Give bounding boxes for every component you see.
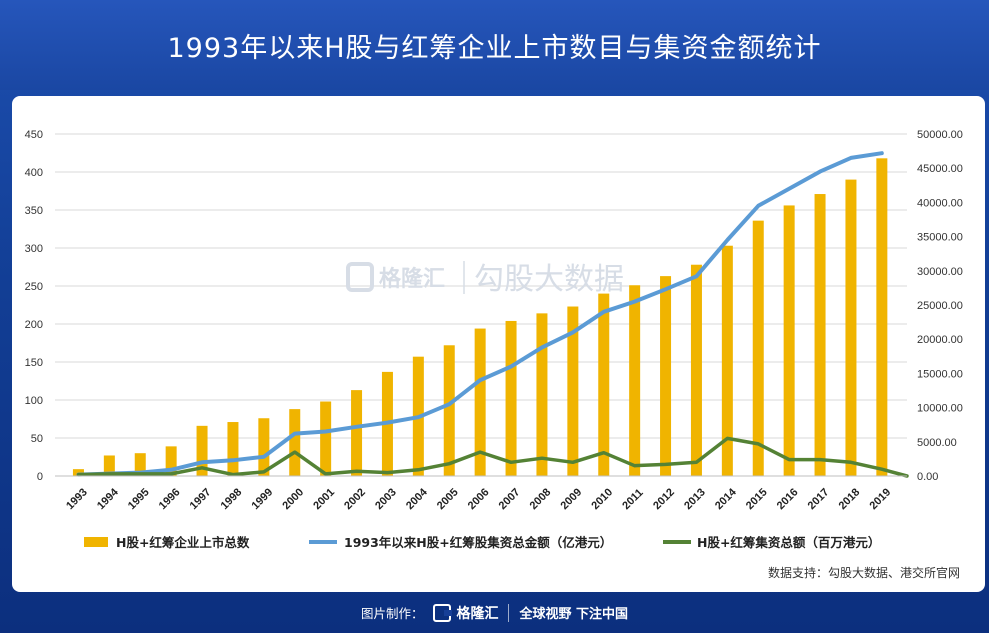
x-tick-label: 2002 (342, 486, 368, 512)
y-left-tick-label: 50 (31, 433, 43, 445)
footer-slogan: 全球视野 下注中国 (519, 607, 629, 622)
x-tick-label: 2009 (558, 486, 584, 512)
legend-label-line-2: H股+红筹集资总额（百万港元） (697, 535, 880, 550)
series-line-1 (76, 151, 884, 477)
watermark-brand: 格隆汇 (379, 266, 445, 292)
x-tick-label: 2007 (497, 486, 523, 512)
x-tick-label: 2008 (528, 486, 554, 512)
legend-label-bar: H股+红筹企业上市总数 (116, 535, 250, 550)
x-tick-label: 1998 (219, 486, 245, 512)
series-line-2 (76, 436, 909, 478)
footer-brand-name: 格隆汇 (456, 605, 499, 622)
y-left-tick-label: 150 (25, 357, 43, 369)
source-note: 数据支持：勾股大数据、港交所官网 (768, 565, 960, 580)
y-left-tick-label: 0 (37, 471, 43, 483)
y-left-tick-label: 200 (25, 319, 43, 331)
bar-1998 (227, 422, 239, 476)
bar-2009 (567, 306, 579, 476)
x-tick-label: 2016 (775, 486, 801, 512)
x-tick-label: 2011 (620, 487, 645, 512)
y-right-tick-label: 50000.00 (917, 129, 963, 141)
bar-2016 (783, 205, 795, 476)
bar-1994 (103, 455, 115, 476)
y-right-tick-label: 15000.00 (917, 368, 963, 380)
y-right-tick-label: 10000.00 (917, 403, 963, 415)
bar-2008 (536, 313, 548, 476)
x-tick-label: 2015 (744, 486, 770, 512)
y-right-tick-label: 20000.00 (917, 334, 963, 346)
bar-1993 (72, 469, 84, 476)
y-left-tick-label: 300 (25, 243, 43, 255)
bar-2013 (690, 264, 702, 476)
x-tick-label: 1993 (64, 486, 90, 512)
bar-2011 (629, 285, 641, 476)
x-tick-label: 1997 (188, 486, 214, 512)
watermark-logo-icon (346, 262, 374, 292)
x-tick-label: 2000 (280, 486, 306, 512)
bar-2005 (443, 345, 455, 476)
y-right-tick-label: 0.00 (917, 471, 938, 483)
x-tick-label: 2005 (435, 486, 461, 512)
y-left-tick-label: 100 (25, 395, 43, 407)
y-right-tick-label: 35000.00 (917, 232, 963, 244)
legend-swatch-bar (84, 537, 108, 547)
bar-1999 (258, 418, 270, 476)
bar-2010 (598, 293, 610, 476)
bar-2015 (752, 220, 764, 476)
bar-2018 (845, 179, 857, 476)
x-tick-label: 2004 (404, 486, 430, 512)
y-right-tick-label: 5000.00 (917, 437, 957, 449)
x-tick-label: 2017 (806, 486, 832, 512)
y-left-tick-label: 250 (25, 281, 43, 293)
footer-divider (508, 603, 510, 622)
x-tick-label: 1994 (95, 486, 121, 512)
x-tick-label: 2003 (373, 486, 399, 512)
chart-svg: 0 50 100 150 200 250 300 350 400 450 0.00 5000.00 10… (25, 129, 963, 580)
bar-1995 (134, 453, 146, 476)
x-tick-label: 2010 (589, 486, 615, 512)
footer-brand: 格隆汇 (433, 603, 498, 623)
x-tick-label: 2018 (837, 486, 863, 512)
bar-2007 (505, 320, 517, 476)
x-tick-label: 2012 (651, 486, 677, 512)
footer-made-by: 图片制作： (360, 606, 424, 621)
bar-2002 (351, 390, 363, 476)
y-right-tick-label: 25000.00 (917, 300, 963, 312)
bar-2006 (474, 328, 486, 476)
x-tick-label: 2019 (867, 486, 893, 512)
legend-label-line-1: 1993年以来H股+红筹股集资总金额（亿港元） (344, 535, 612, 550)
y-left-tick-label: 400 (25, 167, 43, 179)
chart-title: 1993年以来H股与红筹企业上市数目与集资金额统计 (0, 0, 989, 90)
brand-logo-icon (433, 603, 453, 622)
watermark-text: 勾股大数据 (474, 262, 624, 297)
bar-1997 (196, 425, 208, 476)
bar-2019 (876, 158, 888, 476)
y-right-tick-label: 30000.00 (917, 266, 963, 278)
bar-2014 (721, 245, 733, 476)
x-tick-label: 2001 (311, 486, 337, 512)
y-right-tick-label: 40000.00 (917, 197, 963, 209)
x-tick-label: 2006 (466, 486, 492, 512)
x-tick-label: 1995 (126, 486, 152, 512)
bar-1996 (165, 446, 177, 476)
x-tick-label: 1999 (249, 486, 275, 512)
chart-card: 0 50 100 150 200 250 300 350 400 450 0.00 5000.00 10… (12, 96, 985, 592)
x-tick-label: 2013 (682, 486, 708, 512)
bar-2001 (320, 401, 332, 476)
y-left-tick-label: 350 (25, 205, 43, 217)
bar-2017 (814, 194, 826, 476)
bar-2000 (289, 409, 301, 476)
bar-2012 (660, 276, 672, 476)
x-tick-label: 1996 (157, 486, 183, 512)
x-tick-label: 2014 (713, 486, 739, 512)
y-right-tick-label: 45000.00 (917, 163, 963, 175)
footer: 图片制作： 格隆汇 全球视野 下注中国 (0, 592, 989, 633)
y-left-tick-label: 450 (25, 129, 43, 141)
